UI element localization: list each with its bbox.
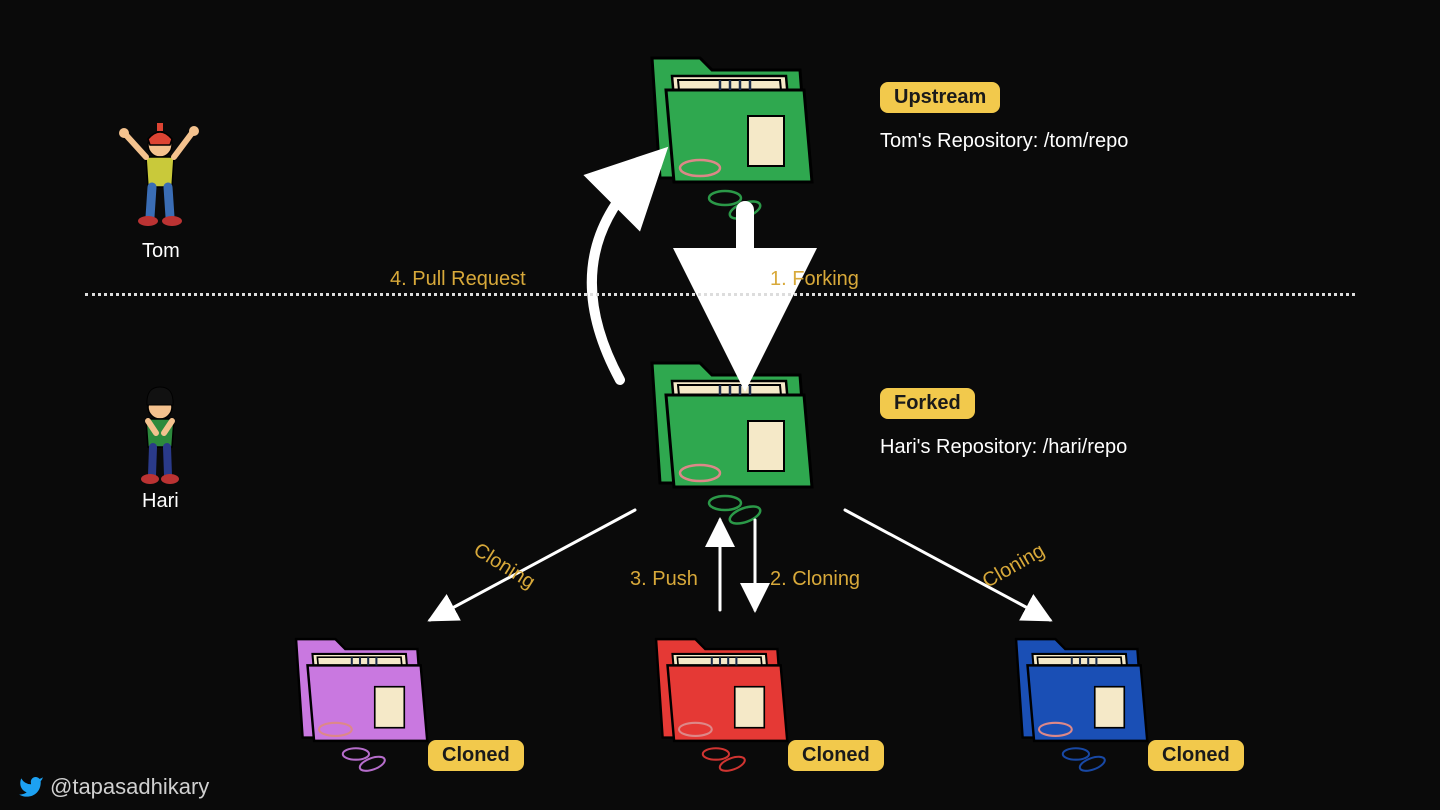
step-push: 3. Push bbox=[630, 568, 698, 591]
section-divider bbox=[85, 293, 1355, 296]
clone-left bbox=[430, 510, 635, 620]
step-forking: 1. Forking bbox=[770, 268, 859, 291]
clone-badge-2: Cloned bbox=[1148, 740, 1244, 771]
upstream-desc: Tom's Repository: /tom/repo bbox=[880, 130, 1128, 153]
clone-badge-1: Cloned bbox=[788, 740, 884, 771]
clone-folder-icon-1 bbox=[656, 639, 787, 774]
step-cloning-mid: 2. Cloning bbox=[770, 568, 860, 591]
hari-name: Hari bbox=[142, 490, 179, 513]
clone-badge-0: Cloned bbox=[428, 740, 524, 771]
diagram-svg bbox=[0, 0, 1440, 810]
pull-arrow bbox=[592, 175, 640, 380]
footer-handle: @tapasadhikary bbox=[50, 774, 209, 800]
step-pull: 4. Pull Request bbox=[390, 268, 526, 291]
upstream-folder-icon bbox=[652, 58, 812, 222]
forked-folder-icon bbox=[652, 363, 812, 527]
upstream-badge: Upstream bbox=[880, 82, 1000, 113]
tom-name: Tom bbox=[142, 240, 180, 263]
tom-figure bbox=[119, 123, 199, 226]
clone-folder-icon-0 bbox=[296, 639, 427, 774]
hari-figure bbox=[141, 387, 179, 484]
clone-folder-icon-2 bbox=[1016, 639, 1147, 774]
forked-desc: Hari's Repository: /hari/repo bbox=[880, 436, 1127, 459]
forked-badge: Forked bbox=[880, 388, 975, 419]
footer-credit: @tapasadhikary bbox=[18, 774, 209, 800]
twitter-icon bbox=[18, 774, 44, 800]
